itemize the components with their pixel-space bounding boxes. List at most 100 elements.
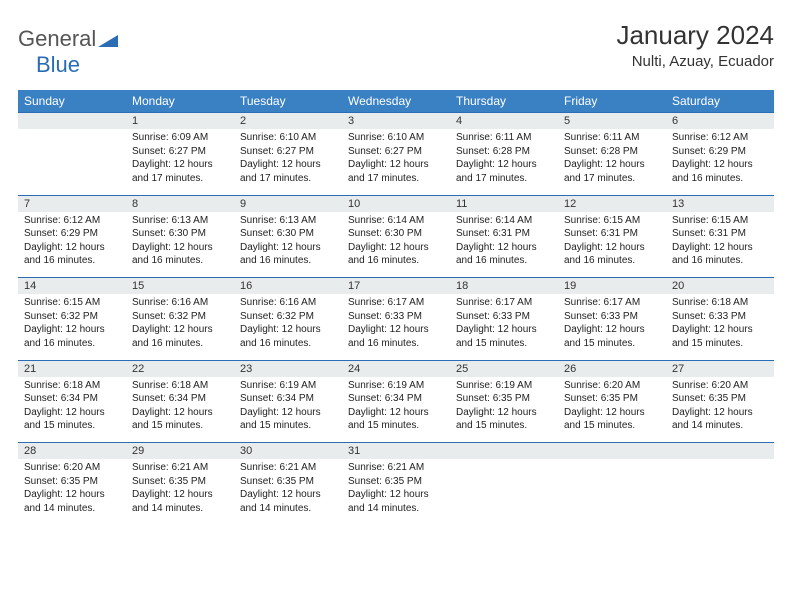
weekday-header: Thursday — [450, 90, 558, 113]
sunrise-text: Sunrise: 6:15 AM — [672, 214, 768, 228]
day-number-cell: 5 — [558, 113, 666, 130]
sunset-text: Sunset: 6:35 PM — [240, 475, 336, 489]
sunset-text: Sunset: 6:34 PM — [24, 392, 120, 406]
day-content-cell: Sunrise: 6:17 AMSunset: 6:33 PMDaylight:… — [342, 294, 450, 360]
day-content-cell: Sunrise: 6:18 AMSunset: 6:33 PMDaylight:… — [666, 294, 774, 360]
sunrise-text: Sunrise: 6:20 AM — [24, 461, 120, 475]
day-number-cell: 2 — [234, 113, 342, 130]
day-number-cell: 13 — [666, 195, 774, 212]
day-content-cell: Sunrise: 6:11 AMSunset: 6:28 PMDaylight:… — [558, 129, 666, 195]
day-number-cell: 4 — [450, 113, 558, 130]
sunrise-text: Sunrise: 6:12 AM — [24, 214, 120, 228]
day-content-cell: Sunrise: 6:10 AMSunset: 6:27 PMDaylight:… — [234, 129, 342, 195]
day-content-cell: Sunrise: 6:10 AMSunset: 6:27 PMDaylight:… — [342, 129, 450, 195]
daylight-text: Daylight: 12 hours and 15 minutes. — [132, 406, 228, 433]
day-content-cell: Sunrise: 6:12 AMSunset: 6:29 PMDaylight:… — [666, 129, 774, 195]
sunset-text: Sunset: 6:27 PM — [240, 145, 336, 159]
daylight-text: Daylight: 12 hours and 17 minutes. — [240, 158, 336, 185]
sunrise-text: Sunrise: 6:14 AM — [456, 214, 552, 228]
sunset-text: Sunset: 6:31 PM — [672, 227, 768, 241]
day-number-cell — [558, 443, 666, 460]
sunset-text: Sunset: 6:34 PM — [348, 392, 444, 406]
daylight-text: Daylight: 12 hours and 15 minutes. — [456, 406, 552, 433]
day-content-cell: Sunrise: 6:19 AMSunset: 6:34 PMDaylight:… — [342, 377, 450, 443]
calendar-body: 123456 Sunrise: 6:09 AMSunset: 6:27 PMDa… — [18, 113, 774, 526]
daylight-text: Daylight: 12 hours and 14 minutes. — [132, 488, 228, 515]
month-title: January 2024 — [616, 20, 774, 51]
sunset-text: Sunset: 6:27 PM — [132, 145, 228, 159]
daylight-text: Daylight: 12 hours and 14 minutes. — [24, 488, 120, 515]
sunset-text: Sunset: 6:28 PM — [456, 145, 552, 159]
sunset-text: Sunset: 6:32 PM — [132, 310, 228, 324]
sunset-text: Sunset: 6:33 PM — [672, 310, 768, 324]
sunset-text: Sunset: 6:34 PM — [132, 392, 228, 406]
sunrise-text: Sunrise: 6:21 AM — [240, 461, 336, 475]
weekday-header-row: Sunday Monday Tuesday Wednesday Thursday… — [18, 90, 774, 113]
day-number-row: 78910111213 — [18, 195, 774, 212]
daylight-text: Daylight: 12 hours and 16 minutes. — [348, 241, 444, 268]
day-number-row: 21222324252627 — [18, 360, 774, 377]
sunrise-text: Sunrise: 6:20 AM — [672, 379, 768, 393]
sunrise-text: Sunrise: 6:13 AM — [240, 214, 336, 228]
daylight-text: Daylight: 12 hours and 17 minutes. — [348, 158, 444, 185]
day-content-cell: Sunrise: 6:20 AMSunset: 6:35 PMDaylight:… — [666, 377, 774, 443]
day-number-row: 28293031 — [18, 443, 774, 460]
day-number-cell: 18 — [450, 278, 558, 295]
sunset-text: Sunset: 6:28 PM — [564, 145, 660, 159]
daylight-text: Daylight: 12 hours and 15 minutes. — [672, 323, 768, 350]
day-content-cell — [666, 459, 774, 525]
daylight-text: Daylight: 12 hours and 16 minutes. — [24, 241, 120, 268]
day-content-cell: Sunrise: 6:15 AMSunset: 6:32 PMDaylight:… — [18, 294, 126, 360]
daylight-text: Daylight: 12 hours and 16 minutes. — [456, 241, 552, 268]
title-block: January 2024 Nulti, Azuay, Ecuador — [616, 20, 774, 70]
daylight-text: Daylight: 12 hours and 15 minutes. — [240, 406, 336, 433]
day-number-cell: 31 — [342, 443, 450, 460]
day-number-cell: 11 — [450, 195, 558, 212]
day-content-row: Sunrise: 6:15 AMSunset: 6:32 PMDaylight:… — [18, 294, 774, 360]
day-number-cell — [666, 443, 774, 460]
daylight-text: Daylight: 12 hours and 15 minutes. — [456, 323, 552, 350]
weekday-header: Wednesday — [342, 90, 450, 113]
day-number-cell: 8 — [126, 195, 234, 212]
day-number-row: 14151617181920 — [18, 278, 774, 295]
logo-text: General Blue — [18, 26, 118, 78]
day-content-cell: Sunrise: 6:20 AMSunset: 6:35 PMDaylight:… — [558, 377, 666, 443]
day-content-cell: Sunrise: 6:12 AMSunset: 6:29 PMDaylight:… — [18, 212, 126, 278]
day-content-row: Sunrise: 6:20 AMSunset: 6:35 PMDaylight:… — [18, 459, 774, 525]
sunrise-text: Sunrise: 6:13 AM — [132, 214, 228, 228]
day-content-cell: Sunrise: 6:13 AMSunset: 6:30 PMDaylight:… — [234, 212, 342, 278]
day-number-cell: 23 — [234, 360, 342, 377]
day-content-cell: Sunrise: 6:15 AMSunset: 6:31 PMDaylight:… — [666, 212, 774, 278]
day-number-cell: 14 — [18, 278, 126, 295]
sunrise-text: Sunrise: 6:17 AM — [456, 296, 552, 310]
sunset-text: Sunset: 6:31 PM — [564, 227, 660, 241]
day-content-cell: Sunrise: 6:14 AMSunset: 6:30 PMDaylight:… — [342, 212, 450, 278]
daylight-text: Daylight: 12 hours and 16 minutes. — [132, 323, 228, 350]
day-content-cell — [558, 459, 666, 525]
weekday-header: Tuesday — [234, 90, 342, 113]
day-content-cell: Sunrise: 6:21 AMSunset: 6:35 PMDaylight:… — [342, 459, 450, 525]
sunrise-text: Sunrise: 6:17 AM — [348, 296, 444, 310]
day-number-cell: 9 — [234, 195, 342, 212]
day-content-cell: Sunrise: 6:18 AMSunset: 6:34 PMDaylight:… — [126, 377, 234, 443]
daylight-text: Daylight: 12 hours and 17 minutes. — [564, 158, 660, 185]
weekday-header: Friday — [558, 90, 666, 113]
sunset-text: Sunset: 6:29 PM — [24, 227, 120, 241]
sunset-text: Sunset: 6:30 PM — [132, 227, 228, 241]
day-content-cell: Sunrise: 6:15 AMSunset: 6:31 PMDaylight:… — [558, 212, 666, 278]
daylight-text: Daylight: 12 hours and 14 minutes. — [240, 488, 336, 515]
sunset-text: Sunset: 6:33 PM — [348, 310, 444, 324]
sunrise-text: Sunrise: 6:10 AM — [240, 131, 336, 145]
day-number-cell: 27 — [666, 360, 774, 377]
day-content-cell: Sunrise: 6:19 AMSunset: 6:35 PMDaylight:… — [450, 377, 558, 443]
day-content-cell: Sunrise: 6:21 AMSunset: 6:35 PMDaylight:… — [234, 459, 342, 525]
day-number-cell: 16 — [234, 278, 342, 295]
day-number-cell: 28 — [18, 443, 126, 460]
day-number-cell: 30 — [234, 443, 342, 460]
sunrise-text: Sunrise: 6:18 AM — [132, 379, 228, 393]
daylight-text: Daylight: 12 hours and 16 minutes. — [240, 323, 336, 350]
daylight-text: Daylight: 12 hours and 16 minutes. — [132, 241, 228, 268]
sunrise-text: Sunrise: 6:11 AM — [564, 131, 660, 145]
day-number-cell: 17 — [342, 278, 450, 295]
sunset-text: Sunset: 6:35 PM — [348, 475, 444, 489]
